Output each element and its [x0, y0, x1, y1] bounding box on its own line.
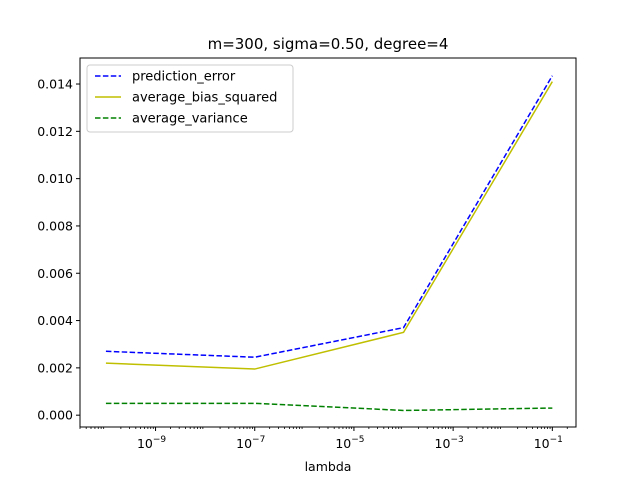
series-lines — [105, 75, 553, 412]
x-tick-label: 10−9 — [137, 435, 166, 451]
x-tick-label: 10−5 — [335, 435, 364, 451]
x-tick-base: 10 — [236, 436, 252, 451]
x-tick-base: 10 — [335, 436, 351, 451]
legend-label-average-bias-squared: average_bias_squared — [132, 91, 277, 106]
x-tick-exponent: −1 — [550, 435, 563, 445]
x-tick-exponent: −3 — [450, 435, 463, 445]
series-line-prediction-error — [105, 75, 553, 358]
y-tick-label: 0.010 — [37, 171, 73, 186]
y-tick-label: 0.002 — [37, 360, 73, 375]
x-tick-label: 10−3 — [435, 435, 464, 451]
legend: prediction_error average_bias_squaredaver… — [86, 64, 294, 133]
x-tick-base: 10 — [534, 436, 550, 451]
x-axis-label: lambda — [305, 459, 352, 474]
x-tick-exponent: −9 — [153, 435, 167, 445]
chart-title: m=300, sigma=0.50, degree=4 — [208, 35, 449, 53]
x-tick-exponent: −5 — [351, 435, 364, 445]
y-tick-label: 0.000 — [37, 408, 73, 423]
series-line-average-variance — [105, 402, 553, 412]
series-line-average-bias-squared — [105, 81, 553, 370]
x-tick-label: 10−1 — [534, 435, 563, 451]
axes-frame — [79, 57, 577, 428]
legend-label-prediction-error: prediction_error — [132, 70, 236, 85]
x-tick-label: 10−7 — [236, 435, 265, 451]
x-tick-base: 10 — [435, 436, 451, 451]
x-tick-base: 10 — [137, 436, 153, 451]
legend-box — [86, 64, 294, 133]
x-axis-ticks: 10−9 10−7 10−5 10−3 10−1 — [79, 427, 568, 451]
y-tick-label: 0.006 — [37, 266, 73, 281]
legend-label-average-variance: average_variance — [132, 112, 248, 127]
y-tick-label: 0.014 — [37, 77, 73, 92]
y-tick-label: 0.004 — [37, 313, 73, 328]
y-tick-label: 0.008 — [37, 218, 73, 233]
y-tick-label: 0.012 — [37, 124, 73, 139]
x-tick-exponent: −7 — [252, 435, 265, 445]
y-axis-ticks: 0.000 0.002 0.004 0.006 0.008 0.010 0.012 0.014 — [37, 77, 80, 423]
